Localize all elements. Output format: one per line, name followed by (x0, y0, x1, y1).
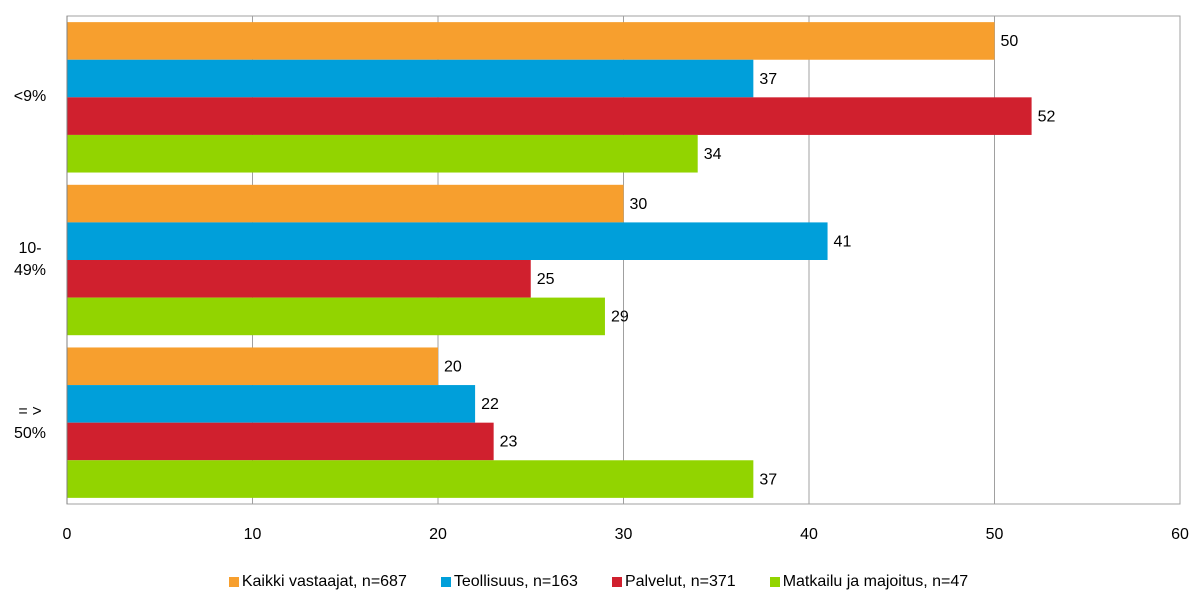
x-tick-label: 30 (615, 526, 633, 543)
x-tick-label: 60 (1171, 526, 1189, 543)
legend-item: Teollisuus, n=163 (440, 573, 578, 591)
legend-item: Kaikki vastaajat, n=687 (228, 573, 407, 591)
legend: Kaikki vastaajat, n=687 Teollisuus, n=163… (0, 573, 1197, 591)
legend-label: Kaikki vastaajat, n=687 (241, 573, 407, 590)
data-label: 30 (630, 196, 648, 213)
bar (67, 297, 605, 336)
data-label: 37 (759, 71, 777, 88)
y-tick-label: = > 50% (13, 402, 47, 442)
data-label: 41 (834, 233, 852, 250)
data-label: 50 (1001, 33, 1019, 50)
legend-swatch (440, 577, 451, 587)
legend-item: Matkailu ja majoitus, n=47 (769, 573, 969, 591)
bar (67, 97, 1032, 135)
bar (67, 347, 438, 386)
x-tick-label: 40 (800, 526, 818, 543)
bar (67, 184, 624, 223)
x-tick-label: 20 (429, 526, 447, 543)
legend-label: Palvelut, n=371 (624, 573, 736, 590)
data-label: 22 (481, 396, 499, 413)
legend-swatch (611, 577, 622, 587)
data-label: 25 (537, 271, 555, 288)
bar (67, 22, 995, 60)
data-label: 52 (1038, 108, 1056, 125)
bar (67, 222, 828, 260)
x-tick-label: 10 (244, 526, 262, 543)
data-label: 37 (759, 471, 777, 488)
bar (67, 59, 754, 98)
legend-label: Matkailu ja majoitus, n=47 (782, 573, 969, 590)
bar (67, 460, 754, 498)
bar (67, 134, 698, 173)
bar (67, 260, 531, 298)
legend-swatch (769, 577, 780, 587)
data-label: 20 (444, 358, 462, 375)
legend-swatch (228, 577, 239, 587)
x-tick-label: 50 (986, 526, 1004, 543)
bar (67, 422, 494, 461)
x-tick-label: 0 (63, 526, 72, 543)
legend-item: Palvelut, n=371 (611, 573, 736, 591)
data-label: 23 (500, 434, 518, 451)
legend-label: Teollisuus, n=163 (453, 573, 578, 590)
data-label: 34 (704, 146, 722, 163)
y-tick-label: 10-49% (13, 240, 47, 279)
data-label: 29 (611, 309, 629, 326)
y-tick-label: <9% (13, 88, 47, 106)
bar (67, 385, 476, 423)
